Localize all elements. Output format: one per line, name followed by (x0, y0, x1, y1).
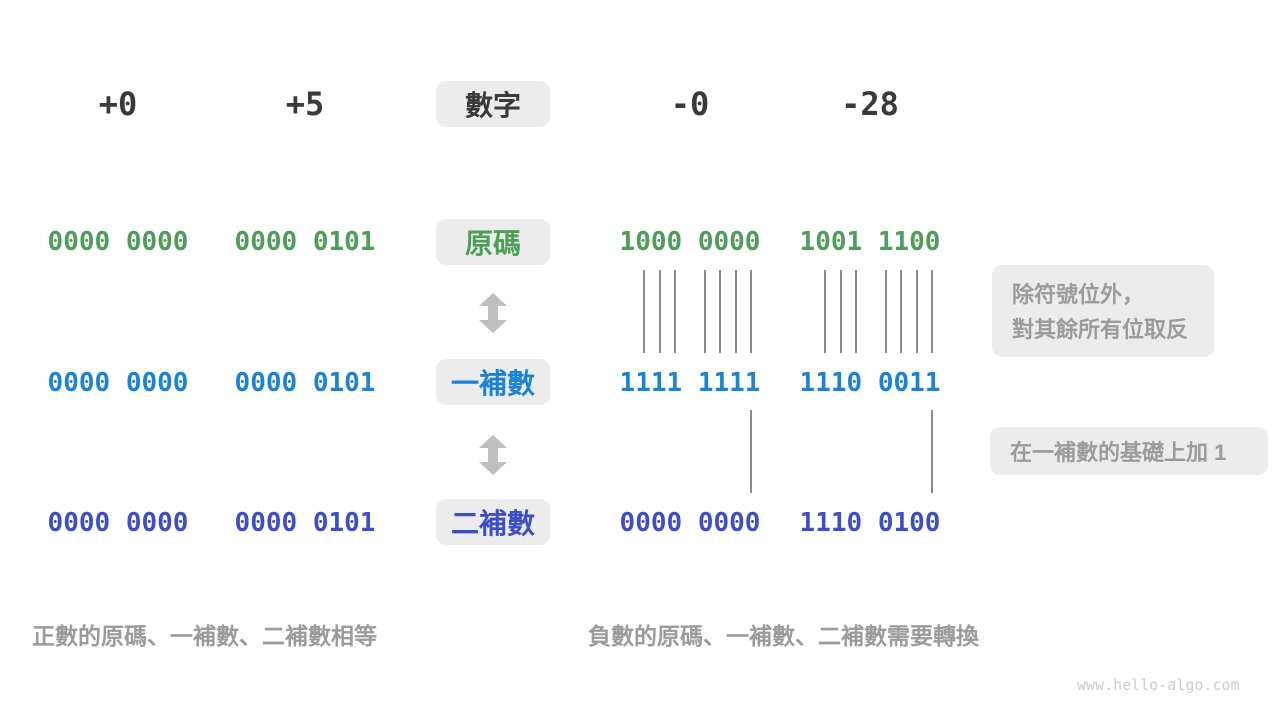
sign-magnitude-value: 0000 0000 (47, 227, 189, 257)
row-label-twos-complement: 二補數 (436, 499, 550, 545)
bit-connector-line (719, 270, 721, 353)
bit-connector-line (643, 270, 645, 353)
bit-connector-line (885, 270, 887, 353)
number-label: -28 (841, 85, 899, 123)
bit-connector-line (916, 270, 918, 353)
ones-complement-value: 1111 1111 (619, 368, 761, 398)
sign-magnitude-value: 0000 0101 (234, 227, 376, 257)
ones-complement-value: 0000 0000 (47, 368, 189, 398)
number-label: +0 (98, 85, 138, 123)
watermark: www.hello-algo.com (1077, 676, 1240, 694)
twos-complement-value: 0000 0000 (47, 508, 189, 538)
annotation-invert-line1: 除符號位外， (1012, 282, 1145, 307)
ones-complement-value: 1110 0011 (799, 368, 941, 398)
bit-connector-line (750, 270, 752, 353)
bit-connector-line (735, 270, 737, 353)
annotation-invert-bits: 除符號位外， 對其餘所有位取反 (992, 265, 1214, 357)
bit-connector-line (824, 270, 826, 353)
annotation-invert-line2: 對其餘所有位取反 (1012, 317, 1189, 342)
bit-connector-line (840, 270, 842, 353)
bit-connector-line (900, 270, 902, 353)
bit-connector-line (931, 270, 933, 353)
caption-negative: 負數的原碼、一補數、二補數需要轉換 (588, 623, 979, 649)
annotation-add-one: 在一補數的基礎上加 1 (990, 427, 1268, 475)
bit-connector-line (674, 270, 676, 353)
bit-connector-line (931, 410, 933, 493)
up-down-arrow-icon (479, 435, 507, 475)
row-label-ones-complement: 一補數 (436, 359, 550, 405)
number-label: -0 (670, 85, 710, 123)
twos-complement-value: 1110 0100 (799, 508, 941, 538)
sign-magnitude-value: 1000 0000 (619, 227, 761, 257)
row-label-sign-magnitude: 原碼 (436, 219, 550, 265)
bit-connector-line (855, 270, 857, 353)
annotation-add-one-text: 在一補數的基礎上加 1 (1010, 440, 1227, 465)
bit-connector-line (750, 410, 752, 493)
up-down-arrow-icon (479, 293, 507, 333)
bit-connector-line (659, 270, 661, 353)
sign-magnitude-value: 1001 1100 (799, 227, 941, 257)
ones-complement-value: 0000 0101 (234, 368, 376, 398)
caption-positive: 正數的原碼、一補數、二補數相等 (32, 623, 377, 649)
twos-complement-value: 0000 0000 (619, 508, 761, 538)
bit-connector-line (704, 270, 706, 353)
row-label-number: 數字 (436, 81, 550, 127)
twos-complement-value: 0000 0101 (234, 508, 376, 538)
number-label: +5 (285, 85, 325, 123)
